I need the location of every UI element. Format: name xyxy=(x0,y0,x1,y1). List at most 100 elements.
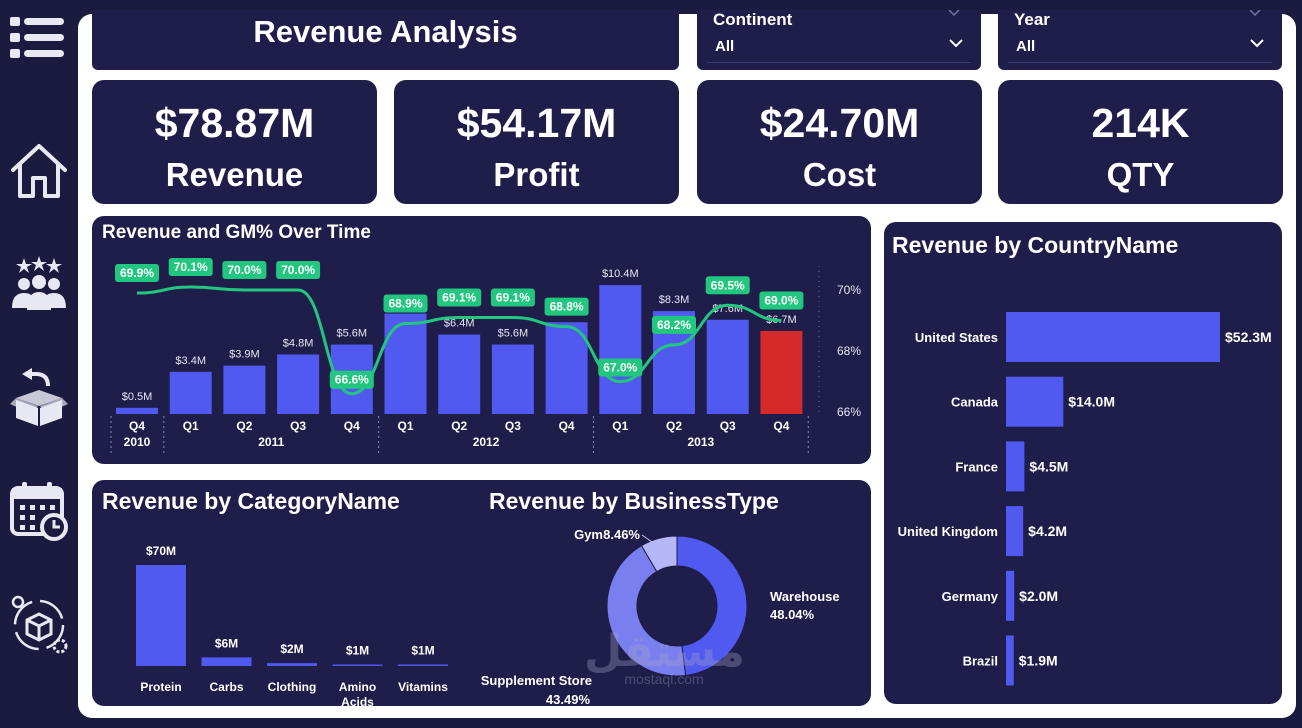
x-tick-label: Carbs xyxy=(209,680,243,694)
y-tick-label: France xyxy=(955,459,998,474)
donut-slice xyxy=(606,544,687,677)
gm-label-box xyxy=(652,315,696,334)
kpi-value: $78.87M xyxy=(154,100,315,146)
revenue-bar xyxy=(169,371,212,414)
bar-data-label: $52.3M xyxy=(1225,329,1272,345)
chevron-down-icon[interactable] xyxy=(947,34,965,52)
bar-data-label: $10.4M xyxy=(602,268,639,280)
y2-tick-label: 66% xyxy=(837,405,861,419)
slice-label: Warehouse xyxy=(770,589,840,604)
y-tick-label: United Kingdom xyxy=(898,524,998,539)
gm-data-label: 68.9% xyxy=(388,297,422,311)
report-title-card: Revenue Analysis xyxy=(92,10,679,70)
continent-slicer-value[interactable]: All xyxy=(715,38,735,55)
x-tick-label: Q3 xyxy=(290,419,306,433)
slice-label: Supplement Store xyxy=(481,673,592,688)
x-tick-label: Q1 xyxy=(183,419,199,433)
x-tick-label: Q3 xyxy=(505,419,521,433)
revenue-bar xyxy=(706,319,749,414)
gm-data-label: 70.0% xyxy=(227,263,261,277)
gm-label-box xyxy=(598,358,643,377)
kpi-label: QTY xyxy=(1106,156,1175,193)
x-tick-label: Q2 xyxy=(451,419,467,433)
y-tick-label: Germany xyxy=(942,589,999,604)
gm-data-label: 69.0% xyxy=(764,294,798,308)
customers-icon[interactable] xyxy=(8,256,70,318)
category-bar xyxy=(332,664,383,666)
bar-data-label: $8.3M xyxy=(659,294,690,306)
x-tick-label: Q2 xyxy=(666,419,682,433)
gm-data-label: 70.1% xyxy=(174,260,208,274)
category-bar xyxy=(398,664,448,666)
bar-data-label: $1M xyxy=(346,644,369,658)
category-bar xyxy=(201,657,252,666)
category-bar xyxy=(267,663,317,666)
product-settings-icon[interactable] xyxy=(8,594,70,656)
continent-slicer-label: Continent xyxy=(713,10,793,29)
x-tick-label: Q4 xyxy=(129,419,145,433)
gm-label-box xyxy=(383,294,428,313)
kpi-value: $24.70M xyxy=(759,100,920,146)
x-tick-label: Protein xyxy=(140,680,181,694)
year-slicer-value[interactable]: All xyxy=(1016,38,1036,55)
x-tick-label: Q4 xyxy=(559,419,575,433)
menu-icon[interactable] xyxy=(8,8,70,70)
gm-data-label: 68.8% xyxy=(550,300,584,314)
bar-data-label: $4.5M xyxy=(1029,458,1068,474)
returns-icon[interactable] xyxy=(8,368,70,430)
bar-data-label: $4.2M xyxy=(1028,523,1067,539)
x-tick-label: Q4 xyxy=(773,419,789,433)
bar-data-label: $2.0M xyxy=(1019,588,1058,604)
slice-value: 43.49% xyxy=(546,692,591,706)
bar-data-label: $6.4M xyxy=(444,318,475,330)
kpi-value: $54.17M xyxy=(456,100,617,146)
x-tick-label: Acids xyxy=(341,695,374,706)
gm-data-label: 66.6% xyxy=(335,373,369,387)
kpi-label: Cost xyxy=(802,156,877,193)
gm-label-box xyxy=(490,288,535,307)
bar-data-label: $1.9M xyxy=(1019,653,1058,669)
revenue-bar xyxy=(384,313,427,414)
revenue-bar xyxy=(223,365,266,414)
home-icon[interactable] xyxy=(8,140,70,202)
x-year-label: 2013 xyxy=(687,435,714,449)
revenue-country-chart: United States $52.3M Canada $14.0M France $4.… xyxy=(898,312,1272,686)
gm-data-label: 70.0% xyxy=(281,263,315,277)
donut-slice xyxy=(676,535,748,677)
gm-label-box xyxy=(222,261,267,279)
revenue-bar xyxy=(760,330,803,414)
country-bar xyxy=(1006,506,1024,557)
kpi-card-qty: 214K QTY xyxy=(998,80,1283,204)
report-canvas: Revenue Analysis Continent All Year All … xyxy=(78,10,1296,718)
revenue-bar xyxy=(599,285,642,414)
x-tick-label: Q4 xyxy=(344,419,360,433)
bar-data-label: $3.9M xyxy=(229,349,260,361)
x-tick-label: Q2 xyxy=(236,419,252,433)
chevron-down-icon[interactable] xyxy=(1248,34,1266,52)
bar-data-label: $5.6M xyxy=(498,328,529,340)
x-year-label: 2011 xyxy=(258,435,284,449)
y-tick-label: United States xyxy=(915,330,998,345)
gm-data-label: 67.0% xyxy=(603,361,637,375)
chart-title: Revenue by CategoryName xyxy=(102,488,400,514)
kpi-card-revenue: $78.87M Revenue xyxy=(92,80,377,204)
slice-leader-line xyxy=(641,534,653,543)
gm-label-box xyxy=(329,370,374,389)
bar-data-label: $14.0M xyxy=(1068,394,1115,410)
continent-slicer[interactable]: Continent All xyxy=(697,10,981,70)
revenue-country-chart-card: Revenue by CountryName United States $52.… xyxy=(884,222,1282,704)
bar-data-label: $4.8M xyxy=(283,337,314,349)
y-tick-label: Brazil xyxy=(963,654,998,669)
year-slicer[interactable]: Year All xyxy=(998,10,1282,70)
gm-label-box xyxy=(705,276,750,295)
revenue-gm-chart-card: Revenue and GM% Over Time $0.5M Q4 $3.4M Q1… xyxy=(92,216,871,464)
revenue-bar xyxy=(277,354,320,414)
country-bar xyxy=(1006,312,1220,362)
slicer-underline xyxy=(1008,62,1272,63)
revenue-bar xyxy=(491,344,534,414)
year-slicer-label: Year xyxy=(1014,10,1050,29)
calendar-icon[interactable] xyxy=(8,480,70,542)
slice-label: Gym xyxy=(574,527,603,542)
category-business-card: Revenue by CategoryName Revenue by Busin… xyxy=(92,480,871,706)
x-tick-label: Vitamins xyxy=(398,680,448,694)
